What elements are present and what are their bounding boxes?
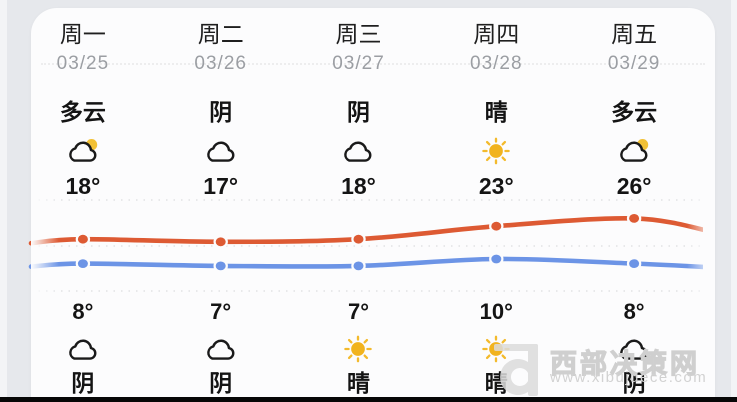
cloud-icon [65, 335, 101, 363]
page-right-margin [731, 0, 737, 402]
night-condition-row: 阴 阴 晴 晴 阴 [14, 370, 703, 396]
day-condition-label: 多云 [59, 99, 106, 125]
low-temp-label: 8° [72, 299, 94, 324]
weekday-label[interactable]: 周五 [611, 21, 658, 47]
sun-icon [478, 136, 514, 166]
date-label: 03/26 [194, 53, 247, 74]
cloud-icon [203, 335, 239, 363]
low-temp-row: 8° 7° 7° 10° 8° [14, 300, 703, 324]
date-label: 03/29 [607, 53, 661, 74]
high-temp-label: 18° [341, 173, 376, 199]
low-temp-label: 7° [347, 299, 370, 324]
date-label: 03/25 [56, 53, 110, 74]
low-temp-label: 8° [623, 299, 645, 324]
night-condition-label: 晴 [346, 370, 370, 396]
high-temp-label: 26° [616, 173, 652, 199]
weekday-label[interactable]: 周一 [59, 21, 106, 47]
night-condition-label: 阴 [622, 370, 646, 396]
date-label: 03/27 [332, 53, 385, 74]
day-icon-row [14, 134, 703, 168]
temperature-chart [14, 198, 703, 294]
date-row: 03/25 03/26 03/27 03/28 03/29 [14, 54, 703, 74]
night-condition-label: 阴 [71, 370, 95, 396]
day-condition-row: 多云 阴 阴 晴 多云 [14, 100, 703, 124]
sun-icon [478, 334, 514, 364]
cloud-icon [340, 137, 376, 165]
date-label: 03/28 [470, 53, 523, 74]
weekday-label[interactable]: 周二 [197, 21, 244, 47]
page-left-margin [0, 0, 7, 402]
low-temp-label: 10° [479, 299, 513, 324]
sun-icon [340, 334, 376, 364]
cloud-icon [203, 137, 239, 165]
weekday-label[interactable]: 周四 [473, 21, 520, 47]
night-condition-label: 阴 [209, 370, 233, 396]
night-condition-label: 晴 [484, 370, 508, 396]
weekday-label[interactable]: 周三 [335, 21, 382, 47]
day-condition-label: 阴 [209, 99, 233, 125]
dotted-separator [41, 63, 705, 65]
day-condition-label: 多云 [611, 99, 658, 125]
high-temp-label: 17° [203, 173, 239, 199]
partly-cloudy-icon [65, 137, 101, 165]
night-icon-row [14, 332, 703, 366]
day-condition-label: 阴 [346, 99, 370, 125]
bottom-letterbox-bar [0, 397, 737, 402]
partly-cloudy-icon [616, 137, 652, 165]
day-condition-label: 晴 [484, 99, 508, 125]
forecast-card: 周一 周二 周三 周四 周五 03/25 03/26 03/27 03/28 0… [28, 8, 715, 402]
weekday-row: 周一 周二 周三 周四 周五 [14, 22, 703, 46]
low-temp-label: 7° [210, 299, 232, 324]
cloud-icon [616, 335, 652, 363]
high-temp-row: 18° 17° 18° 23° 26° [14, 174, 703, 198]
temperature-chart-svg [28, 198, 703, 294]
high-temp-label: 23° [478, 173, 514, 199]
high-temp-label: 18° [65, 173, 101, 199]
